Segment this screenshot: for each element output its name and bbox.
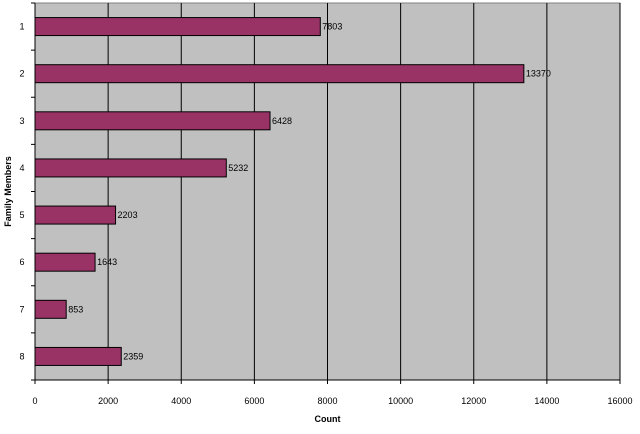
x-tick-label: 6000 [244,396,264,406]
data-label-6: 1643 [97,257,117,267]
x-tick-label: 8000 [317,396,337,406]
data-label-4: 5232 [228,163,248,173]
y-tick-label: 8 [19,351,24,361]
x-axis: 0 2000 4000 6000 8000 10000 12000 14000 16000 [32,379,633,406]
y-tick-label: 3 [19,116,24,126]
bar-1 [34,17,321,37]
x-tick-label: 14000 [534,396,559,406]
bar-4 [34,158,227,178]
data-label-7: 853 [68,304,83,314]
data-label-2: 13370 [526,69,551,79]
data-label-5: 2203 [118,210,138,220]
y-tick-label: 1 [19,22,24,32]
y-axis-title: Family Members [3,156,13,227]
bar-8 [34,346,122,366]
x-axis-title: Count [315,414,341,424]
x-tick-label: 0 [32,396,37,406]
bars: 7803 13370 6428 5232 2203 1643 853 2359 [34,17,551,366]
bar-2 [34,64,525,84]
data-label-1: 7803 [322,22,342,32]
y-tick-label: 6 [19,257,24,267]
x-tick-label: 4000 [171,396,191,406]
x-tick-label: 12000 [461,396,486,406]
bar-7 [34,299,67,319]
y-tick-label: 4 [19,163,24,173]
x-tick-label: 2000 [98,396,118,406]
y-axis: 1 2 3 4 5 6 7 8 [19,2,36,381]
bar-3 [34,111,271,131]
data-label-3: 6428 [272,116,292,126]
x-tick-label: 10000 [388,396,413,406]
bar-5 [34,205,117,225]
y-tick-label: 2 [19,69,24,79]
bar-6 [34,252,96,272]
x-tick-label: 16000 [607,396,632,406]
y-tick-label: 7 [19,304,24,314]
data-label-8: 2359 [123,351,143,361]
y-tick-label: 5 [19,210,24,220]
